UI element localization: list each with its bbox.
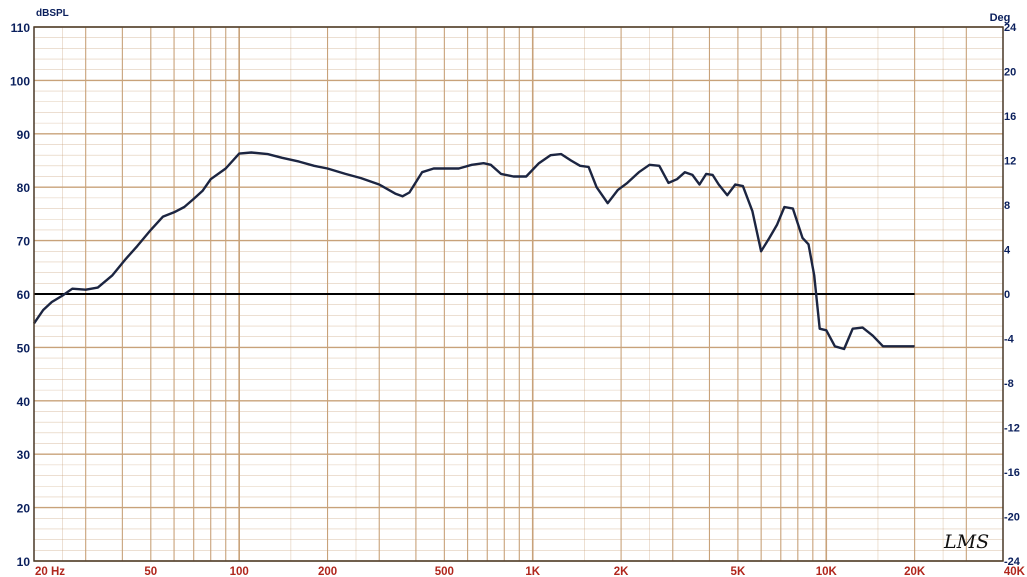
x-tick-label: 20K <box>904 566 926 577</box>
y-axis-left-unit: dBSPL <box>36 8 69 19</box>
y-tick-label-left: 70 <box>17 235 31 249</box>
x-tick-label: 200 <box>318 566 337 577</box>
y-tick-label-left: 10 <box>17 555 31 569</box>
y-axis-left-tick-labels: 10 20 30 40 50 60 70 80 90 100 110 <box>10 21 30 569</box>
y-tick-label-right: -12 <box>1004 423 1020 435</box>
y-tick-label-right: -24 <box>1004 556 1021 568</box>
y-tick-label-right: -8 <box>1004 378 1014 390</box>
y-tick-label-left: 30 <box>17 448 31 462</box>
x-tick-label: 1K <box>525 566 540 577</box>
y-tick-label-right: 4 <box>1004 245 1011 257</box>
x-axis-tick-labels: 20 Hz 50 100 200 500 1K 2K 5K 10K 20K 40K <box>35 566 1026 577</box>
y-tick-label-left: 100 <box>10 74 30 88</box>
y-tick-label-right: -16 <box>1004 467 1020 479</box>
y-axis-right-tick-labels: -24 -20 -16 -12 -8 -4 0 4 8 12 16 20 24 <box>1004 22 1021 568</box>
x-tick-label: 50 <box>144 566 157 577</box>
x-tick-label: 20 Hz <box>35 566 65 577</box>
y-tick-label-right: 0 <box>1004 289 1010 301</box>
spl-curve <box>33 151 915 351</box>
y-tick-label-left: 90 <box>17 128 31 142</box>
x-tick-label: 100 <box>230 566 249 577</box>
x-tick-label: 500 <box>435 566 454 577</box>
x-tick-label: 40K <box>1004 566 1026 577</box>
y-tick-label-right: -4 <box>1004 334 1015 346</box>
y-tick-label-right: 8 <box>1004 200 1010 212</box>
y-tick-label-left: 40 <box>17 395 31 409</box>
lms-signature: LMS <box>943 531 989 553</box>
y-tick-label-right: 12 <box>1004 156 1016 168</box>
y-tick-label-right: -20 <box>1004 512 1020 524</box>
y-tick-label-left: 60 <box>17 288 31 302</box>
y-tick-label-left: 80 <box>17 181 31 195</box>
x-tick-label: 10K <box>816 566 838 577</box>
y-tick-label-right: 20 <box>1004 67 1016 79</box>
x-tick-label: 5K <box>731 566 746 577</box>
y-tick-label-right: 24 <box>1004 22 1017 34</box>
plot-frame <box>33 26 1004 562</box>
x-tick-label: 2K <box>614 566 629 577</box>
y-tick-label-right: 16 <box>1004 111 1016 123</box>
y-tick-label-left: 110 <box>11 21 31 35</box>
y-tick-label-left: 50 <box>17 341 31 355</box>
y-axis-right-unit: Deg <box>990 12 1011 24</box>
y-tick-label-left: 20 <box>17 502 31 516</box>
